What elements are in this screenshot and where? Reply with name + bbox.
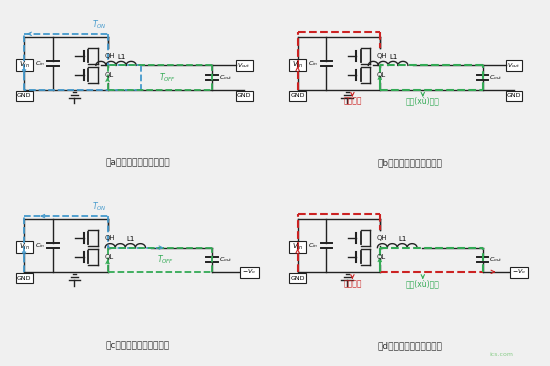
Text: $C_{in}$: $C_{in}$ [308,59,318,68]
Bar [235,60,252,71]
Bar [235,91,252,101]
Text: $V_{out}$: $V_{out}$ [507,61,521,70]
Text: $V_{in}$: $V_{in}$ [19,60,30,70]
Text: 持續(xù)電流: 持續(xù)電流 [406,97,439,106]
Text: $V_{in}$: $V_{in}$ [292,242,303,252]
Text: $C_{in}$: $C_{in}$ [35,59,45,68]
Text: GND: GND [17,276,31,281]
Text: GND: GND [237,93,251,98]
Bar [15,91,32,101]
Text: GND: GND [290,276,305,281]
Text: L1: L1 [389,54,397,60]
Text: （a）开启和关闭时的电流: （a）开启和关闭时的电流 [106,159,170,168]
Text: L1: L1 [398,236,406,242]
Text: QL: QL [377,254,386,260]
Bar [505,91,522,101]
Text: QH: QH [377,235,387,241]
Text: $T_{ON}$: $T_{ON}$ [92,18,107,31]
Text: 持續(xù)電流: 持續(xù)電流 [406,279,439,288]
Bar [15,241,32,253]
Text: L1: L1 [126,236,135,242]
Text: GND: GND [507,93,521,98]
Text: $-V_{o}$: $-V_{o}$ [243,268,256,276]
Text: $V_{out}$: $V_{out}$ [237,61,251,70]
Text: $T_{ON}$: $T_{ON}$ [92,200,107,213]
Text: $C_{out}$: $C_{out}$ [489,255,503,264]
Text: QH: QH [104,235,115,241]
Text: $V_{in}$: $V_{in}$ [292,60,303,70]
Text: $-V_{o}$: $-V_{o}$ [512,268,526,276]
Text: 切換電流: 切換電流 [343,97,362,106]
Bar [15,59,32,71]
Text: QL: QL [377,72,386,78]
Text: （b）切换和持续电流路径: （b）切换和持续电流路径 [377,159,442,168]
Text: （c）开启和关闭时的电流: （c）开启和关闭时的电流 [106,341,170,350]
Text: L1: L1 [117,54,125,60]
Text: $C_{out}$: $C_{out}$ [219,255,232,264]
Text: $V_{in}$: $V_{in}$ [19,242,30,252]
Text: QL: QL [104,72,114,78]
Text: $T_{OFF}$: $T_{OFF}$ [160,71,177,84]
Text: $C_{in}$: $C_{in}$ [308,241,318,250]
Text: （d）切换和持续电流路径: （d）切换和持续电流路径 [377,341,442,350]
Bar [289,59,306,71]
Text: $T_{OFF}$: $T_{OFF}$ [157,254,174,266]
Text: ics.com: ics.com [489,352,513,358]
Bar [289,241,306,253]
Text: QH: QH [377,53,387,59]
Text: $C_{out}$: $C_{out}$ [219,73,232,82]
Text: QL: QL [104,254,114,260]
Text: GND: GND [17,93,31,98]
Bar [289,273,306,283]
Text: 切換電流: 切換電流 [343,279,362,288]
Bar [510,267,529,278]
Bar [15,273,32,283]
Text: GND: GND [290,93,305,98]
Text: QH: QH [104,53,115,59]
Bar [505,60,522,71]
Text: $C_{out}$: $C_{out}$ [489,73,503,82]
Bar [240,267,258,278]
Bar [289,91,306,101]
Text: $C_{in}$: $C_{in}$ [35,241,45,250]
